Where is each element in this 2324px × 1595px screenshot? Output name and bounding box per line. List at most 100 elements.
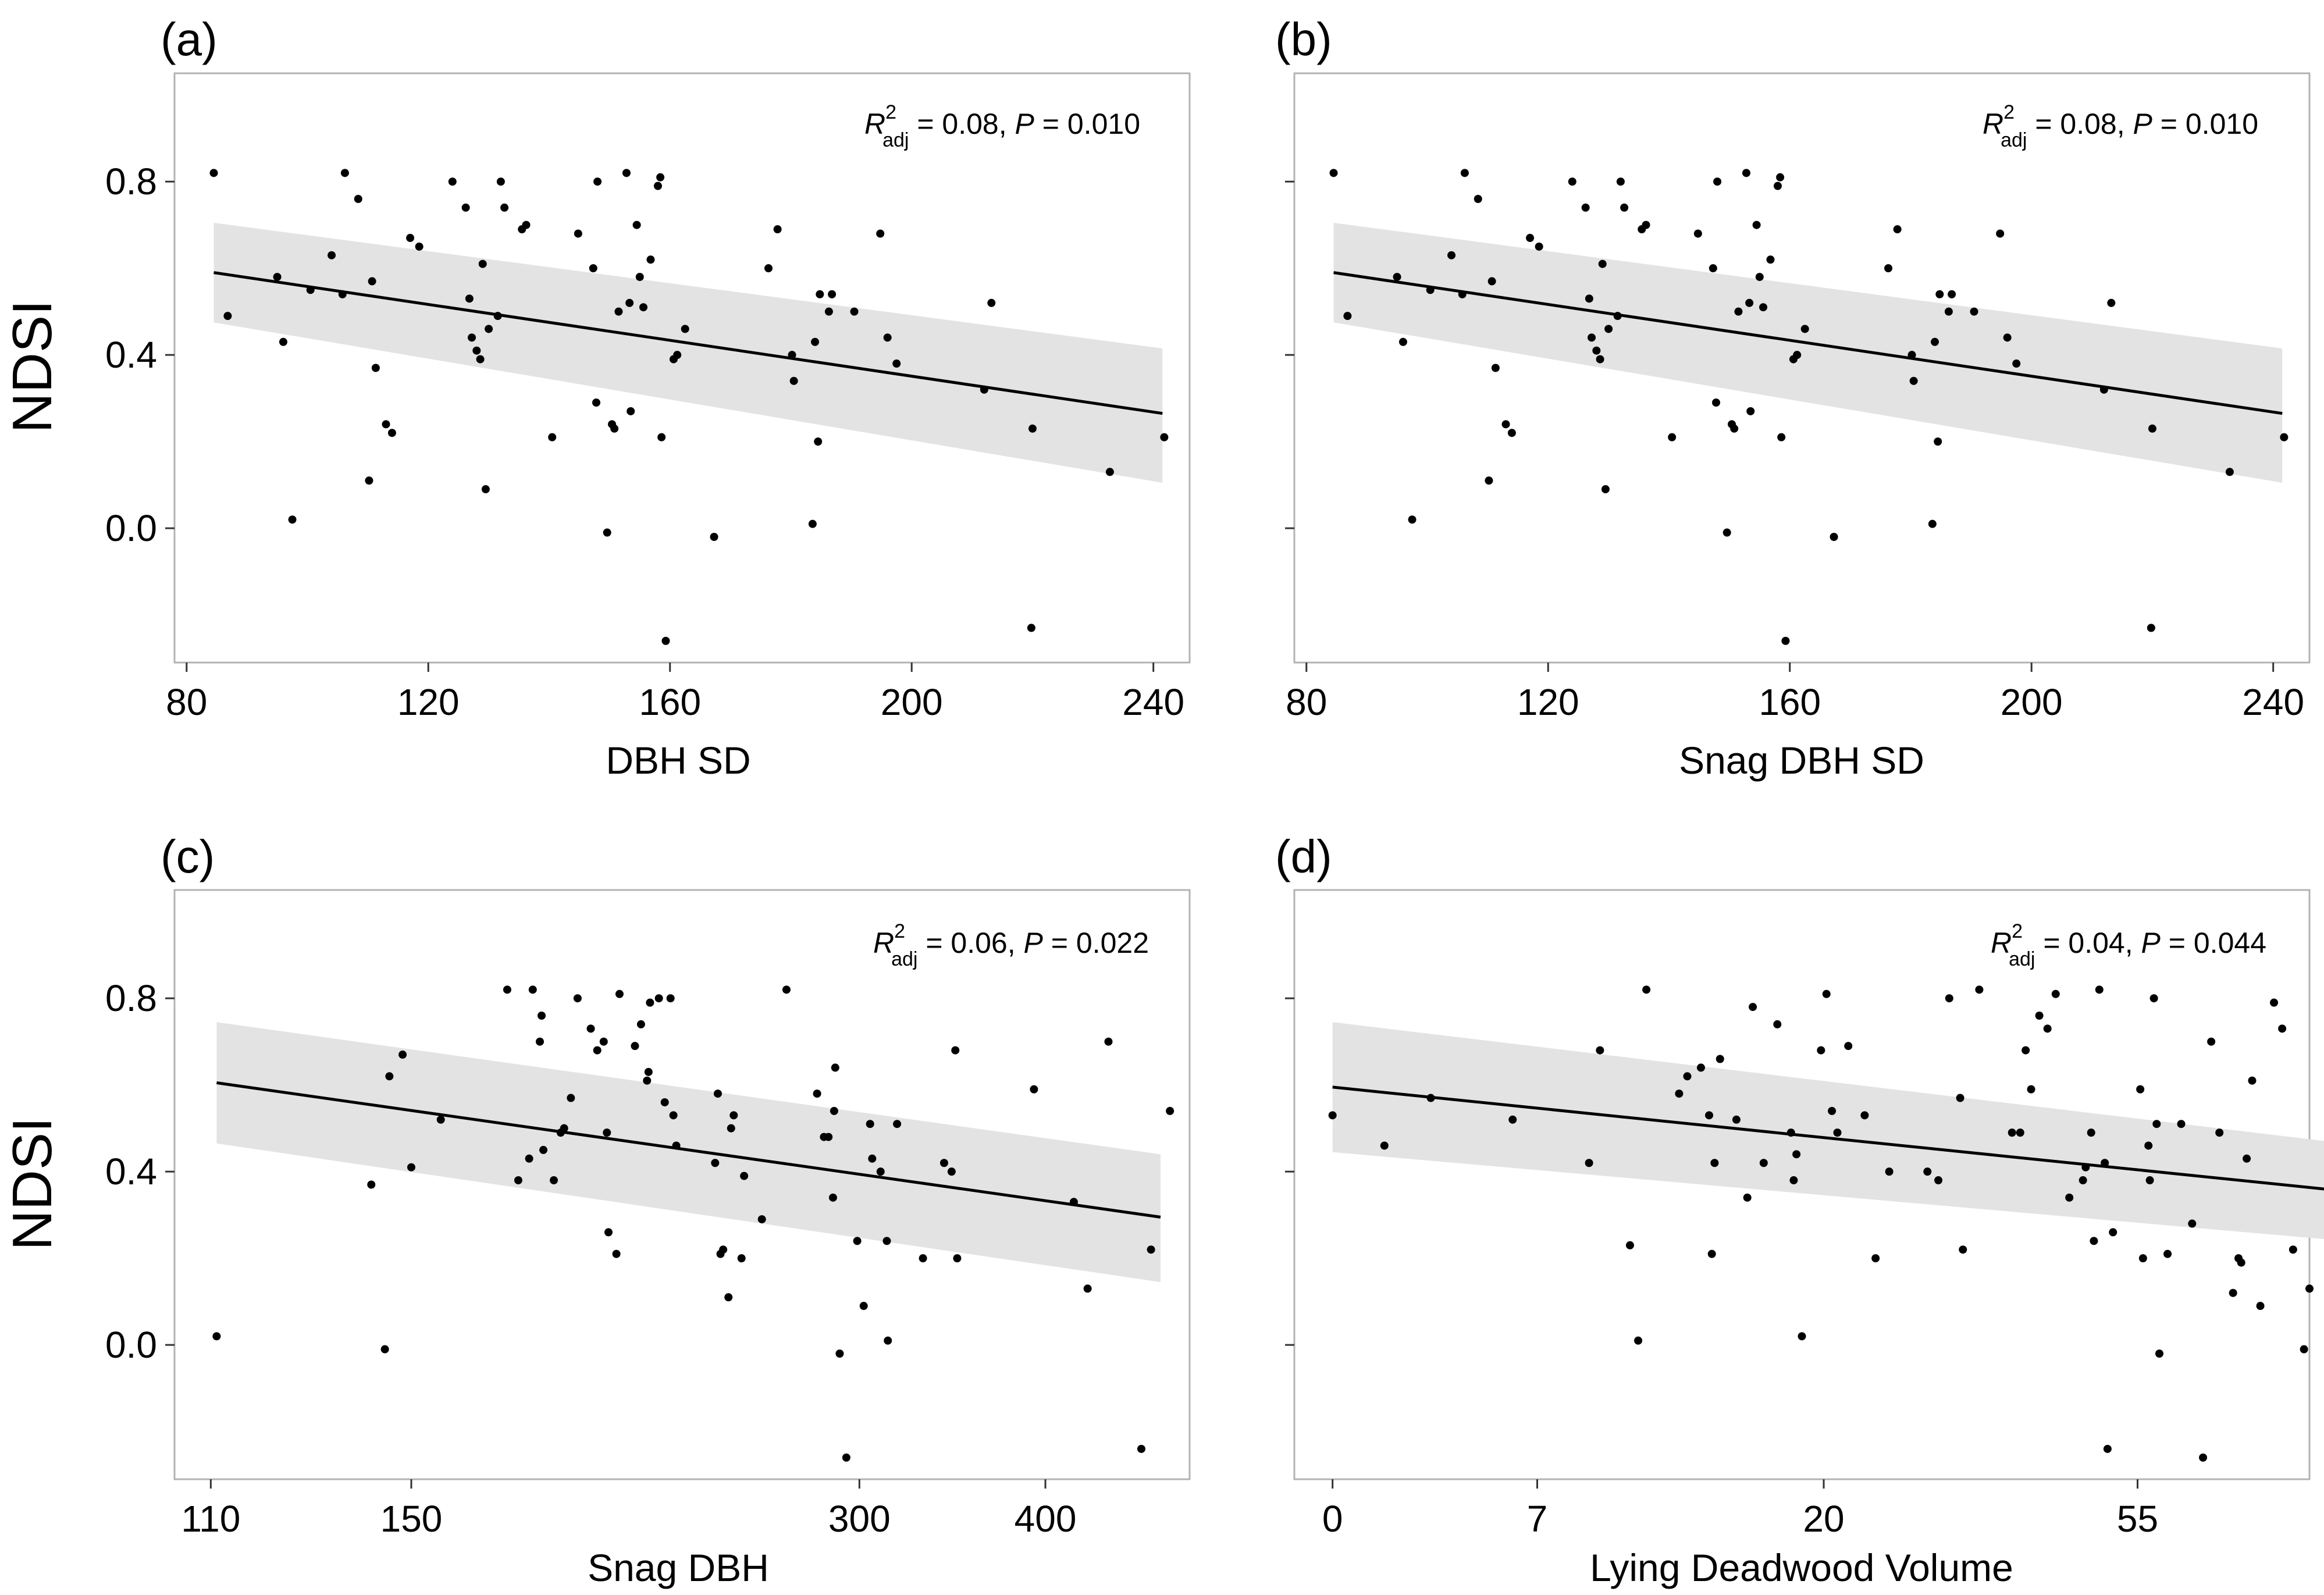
panel-a-data-point <box>485 325 493 333</box>
panel-b-data-point <box>1596 355 1604 364</box>
panel-c-data-point <box>893 1120 902 1128</box>
panel-c-data-point <box>884 1336 892 1345</box>
panel-a-regression-line <box>213 271 1163 415</box>
panel-a-data-point <box>814 437 823 446</box>
panel-d-x-axis-title: Lying Deadwood Volume <box>1590 1546 2013 1589</box>
panel-b-data-point <box>1485 476 1493 485</box>
panel-c-y-tick-label: 0.0 <box>105 1324 157 1366</box>
panel-a-data-point <box>461 203 470 212</box>
panel-a-data-point <box>548 433 557 442</box>
panel-d-data-point <box>1596 1046 1604 1055</box>
panel-a-data-point <box>656 173 665 181</box>
panel-d-data-point <box>1683 1072 1692 1081</box>
panel-d-data-point <box>1749 1003 1757 1012</box>
panel-b-data-point <box>1781 636 1790 645</box>
panel-c-y-tick-label: 0.8 <box>105 977 157 1019</box>
panel-a-data-point <box>406 234 415 243</box>
panel-d-data-point <box>1380 1141 1389 1150</box>
panel-c-data-point <box>644 1067 653 1076</box>
panel-b-data-point <box>1491 364 1500 372</box>
panel-a-x-tick-label: 200 <box>881 681 943 723</box>
panel-b-data-point <box>1730 424 1739 433</box>
panel-b-x-tick-label: 240 <box>2242 681 2304 723</box>
panel-b-data-point <box>1709 264 1717 273</box>
panel-c-data-point <box>636 1020 645 1028</box>
panel-b-data-point <box>1616 177 1625 186</box>
panel-d-data-point <box>1707 1249 1716 1258</box>
panel-d-data-point <box>2199 1453 2208 1462</box>
panel-c-data-point <box>669 1111 678 1120</box>
panel-a-data-point <box>892 359 901 368</box>
panel-d-data-point <box>1642 985 1651 994</box>
panel-b-data-point <box>2225 468 2234 476</box>
panel-c-data-point <box>842 1453 850 1462</box>
panel-b-data-point <box>1460 169 1469 177</box>
panel-b-data-point <box>1588 333 1596 342</box>
panel-b-data-point <box>1598 259 1607 268</box>
panel-b-data-point <box>1712 398 1721 407</box>
panel-c-data-point <box>1137 1444 1145 1453</box>
panel-b-data-point <box>1734 307 1743 316</box>
panel-a-data-point <box>415 242 423 251</box>
panel-b-data-point <box>1568 177 1576 186</box>
panel-c-data-point <box>737 1254 746 1263</box>
panel-a-data-point <box>661 636 670 645</box>
panel-a-data-point <box>468 333 476 342</box>
panel-a-data-point <box>824 307 833 316</box>
panel-a-data-point <box>610 424 619 433</box>
panel-c-x-tick-label: 150 <box>380 1498 443 1540</box>
panel-b-data-point <box>1592 346 1601 355</box>
panel-c-data-point <box>859 1302 868 1311</box>
panel-a-data-point <box>478 259 487 268</box>
panel-c-x-tick-label: 300 <box>828 1498 891 1540</box>
panel-c-data-point <box>603 1128 611 1137</box>
panel-c-data-point <box>835 1349 844 1358</box>
panel-d-data-point <box>2229 1288 2237 1297</box>
panel-d-data-point <box>1792 1150 1801 1159</box>
panel-c-data-point <box>539 1145 548 1154</box>
panel-d-regression-line <box>1332 1085 2324 1191</box>
panel-c-data-point <box>782 985 791 994</box>
panel-a-data-point <box>209 169 218 177</box>
panel-d-data-point <box>2103 1444 2112 1453</box>
panel-a-data-point <box>365 476 373 485</box>
panel-a-data-point <box>273 273 282 282</box>
panel-d-data-point <box>2278 1024 2287 1033</box>
panel-c-data-point <box>599 1037 608 1046</box>
panel-b-data-point <box>1893 225 1902 234</box>
panel-d-data-point <box>1959 1245 1967 1254</box>
panel-a-data-point <box>371 364 380 372</box>
panel-a-data-point <box>589 264 597 273</box>
panel-d-data-point <box>1934 1176 1943 1185</box>
panel-a-data-point <box>481 485 490 494</box>
panel-d-data-point <box>1975 985 1984 994</box>
panel-c-data-point <box>586 1024 595 1033</box>
panel-d-data-point <box>2149 994 2158 1003</box>
panel-d-data-point <box>1828 1106 1837 1115</box>
panel-a-data-point <box>681 325 689 333</box>
panel-a-data-point <box>773 225 782 234</box>
panel-d-data-point <box>1945 994 1953 1003</box>
panel-c-data-point <box>550 1176 558 1185</box>
panel-b-x-tick-label: 80 <box>1286 681 1327 723</box>
panel-a-y-tick-label: 0.8 <box>105 161 157 202</box>
panel-d-data-point <box>2152 1120 2161 1128</box>
panel-d-data-point <box>1773 1020 1782 1028</box>
panel-d-data-point <box>1822 989 1831 998</box>
panel-d-data-point <box>1328 1111 1337 1120</box>
panel-c-data-point <box>868 1154 877 1163</box>
panel-d-data-point <box>2090 1237 2098 1245</box>
panel-a-data-point <box>279 337 287 346</box>
panel-d-data-point <box>1705 1111 1714 1120</box>
panel-a-data-point <box>328 251 336 259</box>
panel-d-data-point <box>2027 1085 2035 1094</box>
panel-b-data-point <box>1507 429 1516 437</box>
panel-c-label: (c) <box>161 831 215 882</box>
panel-b-x-tick-label: 160 <box>1759 681 1821 723</box>
panel-d-data-point <box>2289 1245 2297 1254</box>
panel-c-data-point <box>824 1133 833 1141</box>
panel-d-stat-annotation: R2 adj = 0.04, P = 0.044 <box>1991 920 2266 970</box>
panel-a-data-point <box>764 264 773 273</box>
panel-b: (b) 80 120 160 200 240 Snag DBH SD R2 adj = 0… <box>1275 13 2311 782</box>
panel-b-data-point <box>1474 195 1482 204</box>
